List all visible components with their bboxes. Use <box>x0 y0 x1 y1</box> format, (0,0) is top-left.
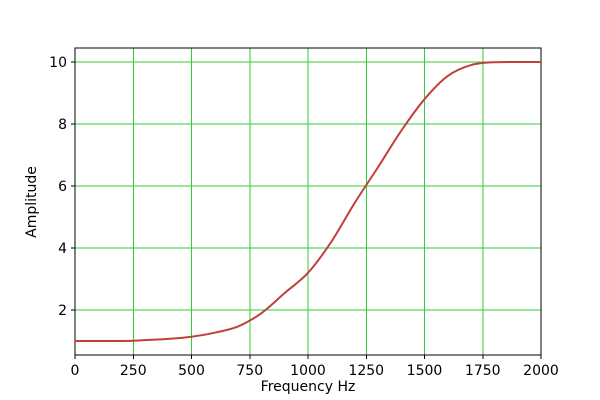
y-tick-label: 10 <box>49 55 67 71</box>
x-tick-label: 1750 <box>465 363 501 379</box>
x-tick-label: 750 <box>236 363 263 379</box>
x-tick-label: 1500 <box>407 363 443 379</box>
y-tick-label: 4 <box>58 241 67 257</box>
x-axis-title: Frequency Hz <box>261 379 356 395</box>
y-tick-label: 6 <box>58 179 67 195</box>
amplitude-curve <box>74 60 542 343</box>
x-tick-label: 1250 <box>348 363 384 379</box>
x-tick-label: 500 <box>178 363 205 379</box>
x-tick-label: 2000 <box>523 363 559 379</box>
curve-layer <box>74 60 542 343</box>
tick-layer: 0 250 500 750 1000 1250 1500 1750 2000 2 4 6 8 10 <box>49 55 559 379</box>
y-tick-label: 8 <box>58 117 67 133</box>
grid-layer <box>75 48 541 355</box>
x-tick-label: 0 <box>71 363 80 379</box>
x-tick-label: 250 <box>120 363 147 379</box>
y-tick-label: 2 <box>58 303 67 319</box>
x-tick-label: 1000 <box>290 363 326 379</box>
y-axis-title: Amplitude <box>24 166 40 238</box>
